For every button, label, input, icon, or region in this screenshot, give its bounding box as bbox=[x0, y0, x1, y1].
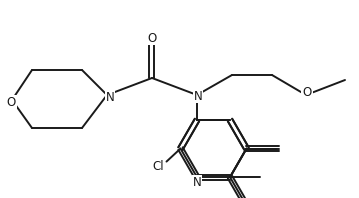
Text: N: N bbox=[194, 89, 202, 103]
Text: O: O bbox=[6, 95, 16, 109]
Text: O: O bbox=[302, 86, 312, 98]
Text: N: N bbox=[193, 176, 201, 189]
Text: O: O bbox=[148, 31, 157, 45]
Text: N: N bbox=[106, 90, 115, 104]
Text: Cl: Cl bbox=[153, 160, 164, 173]
